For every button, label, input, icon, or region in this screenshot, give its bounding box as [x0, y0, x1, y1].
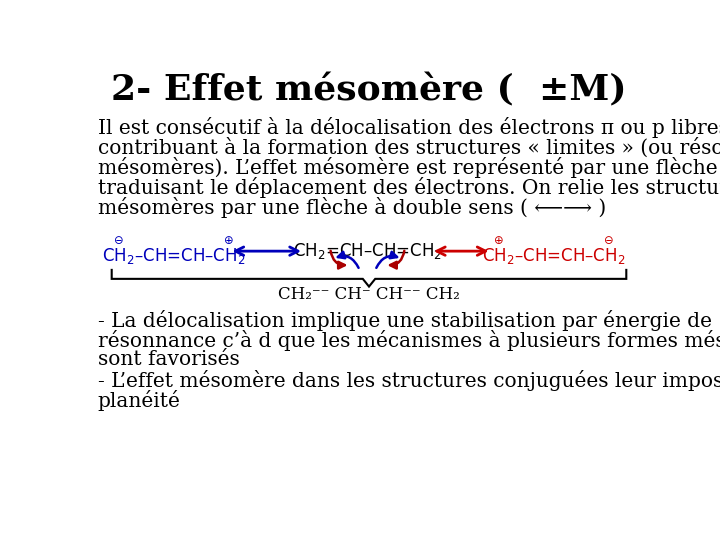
Text: $\overset{\ominus}{\mathsf{CH_2}}$–CH=CH–$\overset{\oplus}{\mathsf{CH_2}}$: $\overset{\ominus}{\mathsf{CH_2}}$–CH=CH…	[102, 235, 246, 267]
Text: CH$_2$=CH–CH=CH$_2$: CH$_2$=CH–CH=CH$_2$	[293, 241, 442, 261]
Text: sont favorisés: sont favorisés	[98, 350, 240, 369]
Text: - La délocalisation implique une stabilisation par énergie de: - La délocalisation implique une stabili…	[98, 309, 712, 330]
Text: 2- Effet mésomère (  ±M): 2- Effet mésomère ( ±M)	[111, 73, 627, 107]
Text: planéité: planéité	[98, 390, 181, 411]
Text: résonnance c’à d que les mécanismes à plusieurs formes mésomères: résonnance c’à d que les mécanismes à pl…	[98, 330, 720, 350]
Text: $\overset{\oplus}{\mathsf{CH_2}}$–CH=CH–$\overset{\ominus}{\mathsf{CH_2}}$: $\overset{\oplus}{\mathsf{CH_2}}$–CH=CH–…	[482, 235, 625, 267]
Text: traduisant le déplacement des électrons. On relie les structures: traduisant le déplacement des électrons.…	[98, 177, 720, 198]
Text: Il est consécutif à la délocalisation des électrons π ou p libres: Il est consécutif à la délocalisation de…	[98, 117, 720, 138]
Text: mésomères). L’effet mésomère est représenté par une flèche courbe: mésomères). L’effet mésomère est représe…	[98, 157, 720, 178]
Text: CH₂⁻⁻ CH⁻ CH⁻⁻ CH₂: CH₂⁻⁻ CH⁻ CH⁻⁻ CH₂	[278, 286, 460, 303]
Text: contribuant à la formation des structures « limites » (ou résonantes ou: contribuant à la formation des structure…	[98, 137, 720, 157]
Text: - L’effet mésomère dans les structures conjuguées leur impose une: - L’effet mésomère dans les structures c…	[98, 370, 720, 391]
Text: mésomères par une flèche à double sens ( ⟵⟶ ): mésomères par une flèche à double sens (…	[98, 197, 606, 218]
